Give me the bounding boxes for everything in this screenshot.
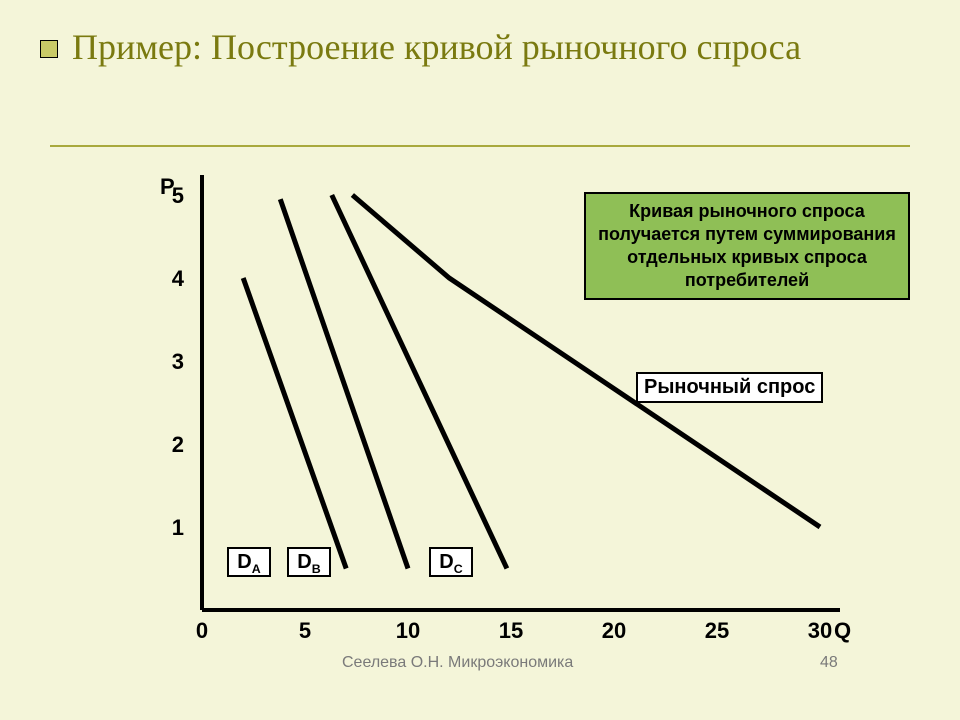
svg-text:4: 4 [172, 266, 185, 291]
slide-root: Пример: Построение кривой рыночного спро… [0, 0, 960, 720]
d-sub-c: C [454, 562, 463, 576]
footer-page-number: 48 [820, 654, 838, 672]
svg-text:15: 15 [499, 618, 523, 643]
svg-text:25: 25 [705, 618, 729, 643]
chart-svg: 05101520253012345 [0, 0, 960, 720]
d-prefix-b: D [297, 551, 311, 573]
d-sub-a: A [252, 562, 261, 576]
x-axis-label: Q [834, 618, 851, 644]
svg-text:0: 0 [196, 618, 208, 643]
svg-text:1: 1 [172, 515, 184, 540]
y-axis-label: P [160, 174, 175, 200]
d-prefix-a: D [237, 551, 251, 573]
d-prefix-c: D [439, 551, 453, 573]
d-sub-b: B [312, 562, 321, 576]
market-demand-text: Рыночный спрос [644, 376, 815, 398]
svg-text:5: 5 [299, 618, 311, 643]
svg-text:2: 2 [172, 432, 184, 457]
curve-label-db: DB [287, 547, 331, 577]
summary-callout-text: Кривая рыночного спроса получается путем… [598, 201, 896, 290]
svg-text:3: 3 [172, 349, 184, 374]
svg-text:20: 20 [602, 618, 626, 643]
svg-text:10: 10 [396, 618, 420, 643]
curve-label-dc: DC [429, 547, 473, 577]
curve-label-da: DA [227, 547, 271, 577]
svg-text:30: 30 [808, 618, 832, 643]
summary-callout: Кривая рыночного спроса получается путем… [584, 192, 910, 300]
market-demand-label: Рыночный спрос [636, 372, 823, 403]
footer-author: Сеелева О.Н. Микроэкономика [342, 654, 573, 672]
